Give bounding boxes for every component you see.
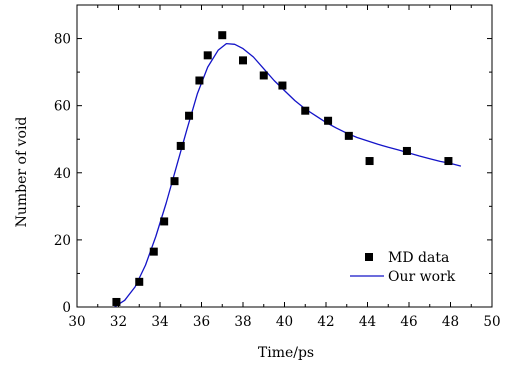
- x-tick-label: 32: [110, 314, 127, 330]
- md-data-point: [239, 56, 247, 65]
- md-data-point: [170, 177, 179, 186]
- md-data-point: [278, 81, 287, 90]
- x-tick-label: 44: [359, 314, 376, 330]
- legend-label-our-work: Our work: [388, 269, 456, 285]
- x-tick-label: 34: [151, 314, 168, 330]
- y-tick-label: 40: [54, 166, 71, 182]
- data-series: [112, 31, 462, 308]
- x-tick-label: 36: [193, 314, 210, 330]
- legend: MD data Our work: [350, 250, 456, 285]
- md-data-point: [112, 297, 121, 306]
- x-tick-label: 40: [276, 314, 293, 330]
- y-tick-label: 60: [54, 99, 71, 115]
- md-data-point: [135, 277, 144, 286]
- md-data-point: [218, 31, 227, 40]
- y-tick-label: 20: [54, 233, 71, 249]
- md-data-point: [324, 116, 333, 125]
- x-tick-label: 50: [483, 314, 500, 330]
- md-data-point: [402, 146, 411, 155]
- plot-frame: [76, 4, 493, 308]
- x-tick-label: 46: [400, 314, 417, 330]
- x-tick-label: 30: [68, 314, 85, 330]
- md-data-point: [259, 71, 268, 80]
- x-tick-label: 48: [442, 314, 459, 330]
- md-data-point: [444, 157, 453, 166]
- legend-marker-md-data: [365, 253, 373, 261]
- x-tick-label: 38: [234, 314, 251, 330]
- our-work-line: [114, 42, 462, 308]
- x-tick-label: 42: [317, 314, 334, 330]
- md-data-point: [344, 131, 353, 140]
- md-data-point: [185, 111, 194, 120]
- md-data-point: [160, 217, 169, 226]
- x-axis-label: Time/ps: [258, 345, 314, 361]
- md-data-point: [365, 157, 374, 166]
- md-data-point: [203, 51, 212, 60]
- md-data-point: [301, 106, 310, 115]
- legend-label-md-data: MD data: [388, 250, 449, 266]
- y-axis-label: Number of void: [14, 117, 30, 228]
- axis-ticks: 30 32 34 36 38 40 42 44 46 48 50 0 20 40 60 80: [54, 5, 501, 330]
- md-data-point: [176, 141, 185, 150]
- y-tick-label: 0: [62, 300, 71, 316]
- md-data-point: [195, 76, 204, 85]
- y-tick-label: 80: [54, 32, 71, 48]
- md-data-point: [149, 247, 158, 256]
